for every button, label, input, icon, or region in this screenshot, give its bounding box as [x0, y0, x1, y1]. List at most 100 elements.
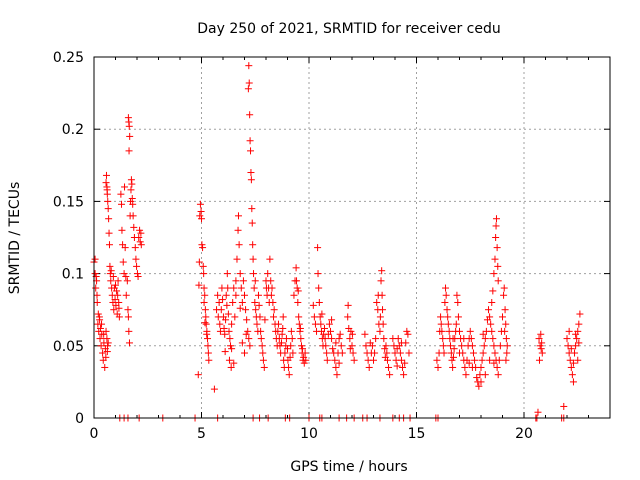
data-point [275, 335, 283, 343]
data-point [456, 327, 463, 335]
data-point [379, 320, 387, 328]
data-point [100, 330, 108, 338]
data-point [118, 226, 126, 234]
data-point [344, 301, 352, 309]
data-point [101, 363, 109, 371]
data-point [328, 335, 336, 343]
x-axis-label: GPS time / hours [290, 459, 407, 475]
data-point [479, 330, 487, 338]
data-point [247, 176, 255, 184]
data-point [256, 313, 264, 321]
data-point [442, 291, 450, 299]
data-point [287, 342, 295, 350]
data-point [321, 335, 329, 343]
data-point [104, 339, 112, 347]
data-point [137, 229, 145, 237]
data-point [297, 342, 305, 350]
data-point [382, 342, 390, 350]
data-point [496, 342, 504, 350]
data-point [223, 301, 231, 309]
data-point [200, 284, 208, 292]
data-point [260, 363, 268, 371]
data-point [295, 313, 303, 321]
data-point [246, 137, 254, 145]
data-point [575, 339, 583, 347]
data-point [248, 205, 256, 213]
data-point [285, 363, 293, 371]
data-point [471, 356, 479, 364]
data-point [450, 345, 458, 353]
data-point [491, 255, 499, 263]
data-point [120, 270, 128, 278]
data-point [204, 335, 212, 343]
data-point [115, 304, 123, 312]
data-point [96, 324, 104, 332]
data-point [393, 362, 401, 370]
data-point [250, 270, 258, 278]
data-point [574, 356, 582, 364]
data-point [370, 356, 377, 364]
data-point [243, 316, 251, 324]
data-point [195, 258, 203, 266]
data-point [461, 363, 469, 371]
data-point [338, 349, 346, 357]
data-point [257, 335, 265, 343]
data-point [485, 306, 493, 314]
data-point [123, 277, 131, 285]
data-point [103, 348, 111, 356]
data-point [456, 349, 463, 357]
data-point [284, 345, 291, 353]
data-point [234, 226, 242, 234]
data-point [210, 385, 218, 393]
data-point [302, 356, 310, 364]
data-point [200, 270, 208, 278]
data-point [566, 356, 574, 364]
data-point [376, 327, 384, 335]
data-point [129, 200, 137, 208]
data-point [102, 353, 110, 361]
data-point [105, 229, 113, 237]
data-point [494, 277, 502, 285]
data-point [335, 335, 343, 343]
data-point [245, 335, 253, 343]
data-point [135, 234, 143, 241]
data-point [380, 335, 388, 343]
data-point [377, 277, 385, 285]
data-point [576, 310, 584, 318]
data-point [493, 363, 501, 371]
data-point [454, 298, 462, 306]
x-tick-label: 15 [408, 426, 426, 442]
data-point [118, 200, 126, 208]
data-point [96, 316, 104, 324]
data-point [137, 241, 145, 249]
data-point [536, 342, 544, 350]
data-point [491, 349, 499, 357]
data-point [314, 270, 322, 278]
data-point [467, 335, 475, 343]
data-point [468, 363, 476, 371]
data-point [386, 371, 394, 379]
data-point [197, 208, 205, 216]
data-point [199, 244, 207, 252]
data-point [478, 356, 486, 364]
data-point [448, 356, 456, 364]
data-point [129, 212, 137, 220]
data-point [103, 335, 111, 343]
data-point [314, 244, 322, 252]
data-point [105, 215, 113, 223]
data-point [349, 349, 357, 357]
data-point [238, 339, 246, 347]
data-point [91, 255, 99, 263]
chart-title: Day 250 of 2021, SRMTID for receiver ced… [197, 21, 500, 37]
data-point [331, 356, 339, 364]
data-point [204, 349, 212, 357]
data-point [292, 264, 300, 272]
data-point [371, 349, 379, 357]
data-point [572, 342, 580, 350]
data-point [278, 330, 286, 338]
data-point [230, 284, 238, 292]
data-point [249, 255, 257, 263]
data-point [394, 335, 402, 343]
data-point [405, 349, 413, 357]
data-point [198, 241, 206, 249]
